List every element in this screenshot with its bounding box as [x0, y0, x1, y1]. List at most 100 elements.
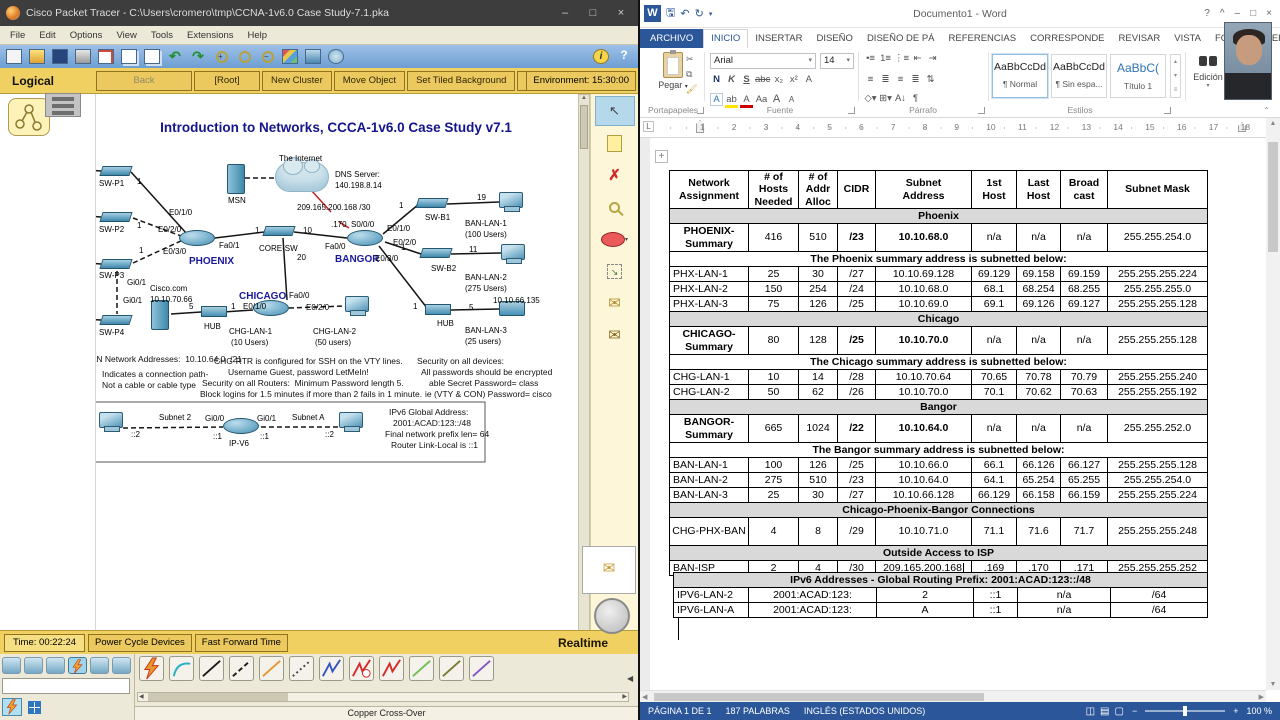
cell[interactable]: 10.10.70.0: [875, 326, 972, 355]
style-t-tulo-1[interactable]: AaBbC(Título 1: [1110, 54, 1166, 98]
cell[interactable]: 70.63: [1060, 384, 1108, 400]
zoom-reset-icon[interactable]: [236, 49, 252, 64]
cell[interactable]: 65.255: [1060, 472, 1108, 488]
zoom-slider[interactable]: [1145, 706, 1226, 716]
cell[interactable]: ::1: [973, 587, 1018, 603]
scroll-up-icon[interactable]: ▲: [581, 95, 587, 101]
cell[interactable]: 25: [748, 266, 799, 282]
font-size-select[interactable]: 14 ▾: [820, 53, 854, 69]
cell[interactable]: 665: [748, 414, 799, 443]
coaxial-cable[interactable]: [319, 656, 344, 681]
fuente-launcher-icon[interactable]: [848, 107, 855, 114]
tab-inicio[interactable]: INICIO: [703, 29, 749, 48]
cell[interactable]: 4: [748, 517, 799, 546]
misc-category-icon[interactable]: [90, 657, 109, 674]
font-icon-5[interactable]: x²: [789, 74, 798, 85]
ieee1394-cable[interactable]: [439, 656, 464, 681]
network-link[interactable]: [338, 221, 350, 229]
device-ipv6-router[interactable]: [223, 418, 259, 434]
cell[interactable]: 69.1: [971, 296, 1017, 312]
font-color-icon-0[interactable]: A: [710, 93, 723, 106]
cell[interactable]: 25: [748, 487, 799, 503]
network-link[interactable]: [446, 201, 500, 205]
copper-straight-through-cable[interactable]: [199, 656, 224, 681]
cell[interactable]: 66.159: [1060, 487, 1108, 503]
device-bangor-router[interactable]: [347, 230, 383, 246]
cell[interactable]: CHG-LAN-1: [669, 369, 749, 385]
border-icon-2[interactable]: A↓: [894, 93, 907, 104]
root-button[interactable]: [Root]: [194, 70, 260, 91]
document-area[interactable]: + Network Assignment # of Hosts Needed # o…: [640, 138, 1266, 690]
cable-scrollbar[interactable]: ◀ ▶: [137, 692, 629, 702]
cell[interactable]: ::1: [973, 602, 1018, 618]
device-chicago-router[interactable]: [253, 300, 289, 316]
power-cycle-button[interactable]: Power Cycle Devices: [88, 633, 192, 652]
cell[interactable]: 10.10.64.0: [875, 414, 972, 443]
cell[interactable]: n/a: [1016, 223, 1061, 252]
device-internet-cloud[interactable]: [275, 157, 329, 192]
align-icon-2[interactable]: ≡: [897, 74, 904, 85]
place-note-tool[interactable]: [595, 128, 635, 158]
cell[interactable]: 66.1: [971, 457, 1017, 473]
font-icon-4[interactable]: x₂: [774, 74, 784, 85]
tab-corresponde[interactable]: CORRESPONDE: [1030, 33, 1105, 44]
device-sw-p1[interactable]: [99, 166, 133, 176]
network-link[interactable]: [384, 241, 422, 255]
routers-category-icon[interactable]: [2, 657, 21, 674]
font-color-icon-4[interactable]: A: [772, 93, 781, 105]
device-ban-lan-2-pc[interactable]: [501, 244, 525, 264]
cell[interactable]: 69.127: [1060, 296, 1108, 312]
style--sin-espa-[interactable]: AaBbCcDd ¶ Sin espa...: [1051, 54, 1107, 98]
cell[interactable]: 10.10.68.0: [875, 281, 972, 297]
cell[interactable]: BAN-LAN-1: [669, 457, 749, 473]
menu-edit[interactable]: Edit: [39, 29, 56, 41]
cell[interactable]: 10.10.70.64: [875, 369, 972, 385]
style--normal[interactable]: AaBbCcDd ¶ Normal: [992, 54, 1048, 98]
cell[interactable]: 255.255.255.128: [1107, 457, 1208, 473]
network-link[interactable]: [214, 231, 265, 239]
cell[interactable]: PHOENIX-Summary: [669, 223, 749, 252]
network-link[interactable]: [170, 311, 202, 315]
cell[interactable]: CHICAGO-Summary: [669, 326, 749, 355]
cell[interactable]: 2: [876, 587, 974, 603]
table-move-handle[interactable]: +: [655, 150, 668, 163]
estilos-launcher-icon[interactable]: [1164, 107, 1171, 114]
cut-icon[interactable]: ✂: [686, 54, 694, 64]
cell[interactable]: 255.255.255.128: [1107, 326, 1208, 355]
view-mode-icon-1[interactable]: ▤: [1100, 705, 1110, 717]
cell[interactable]: 71.6: [1016, 517, 1061, 546]
zoom-in-icon[interactable]: [213, 49, 229, 64]
network-link[interactable]: [310, 189, 332, 213]
word-maximize-button[interactable]: □: [1250, 8, 1257, 19]
cell[interactable]: 65.254: [1016, 472, 1061, 488]
cell[interactable]: /27: [837, 266, 876, 282]
cell[interactable]: /24: [837, 281, 876, 297]
list-icon-2[interactable]: ⋮≡: [894, 53, 910, 64]
network-link[interactable]: [130, 171, 188, 235]
device-ipv6-pc-right[interactable]: [339, 412, 363, 432]
cell[interactable]: 150: [748, 281, 799, 297]
cell[interactable]: /26: [837, 384, 876, 400]
tab-dise-o-de-p-[interactable]: DISEÑO DE PÁ: [866, 33, 935, 44]
device-msn-server[interactable]: [227, 164, 245, 194]
network-link[interactable]: [382, 203, 420, 235]
collapse-ribbon-icon[interactable]: ⌃: [1263, 106, 1270, 115]
copy-icon[interactable]: [121, 49, 137, 64]
cell[interactable]: 69.159: [1060, 266, 1108, 282]
cell[interactable]: 10.10.64.0: [875, 472, 972, 488]
subnet-table[interactable]: Network Assignment # of Hosts Needed # of …: [669, 170, 1208, 576]
word-hscrollbar[interactable]: ◀ ▶: [640, 690, 1266, 702]
cell[interactable]: 10.10.69.128: [875, 266, 972, 282]
device-ipv6-pc-left[interactable]: [99, 412, 123, 432]
menu-options[interactable]: Options: [69, 29, 103, 41]
format-painter-icon[interactable]: 🖌: [686, 84, 698, 94]
device-core-sw[interactable]: [262, 226, 296, 236]
device-filter-input[interactable]: [2, 678, 130, 694]
redo-icon[interactable]: ↷: [192, 48, 204, 64]
font-color-icon-5[interactable]: A: [788, 95, 795, 104]
cell[interactable]: 255.255.255.128: [1107, 296, 1208, 312]
menu-tools[interactable]: Tools: [150, 29, 174, 41]
network-link[interactable]: [450, 308, 500, 311]
cell[interactable]: 71.1: [971, 517, 1017, 546]
cell[interactable]: 70.79: [1060, 369, 1108, 385]
